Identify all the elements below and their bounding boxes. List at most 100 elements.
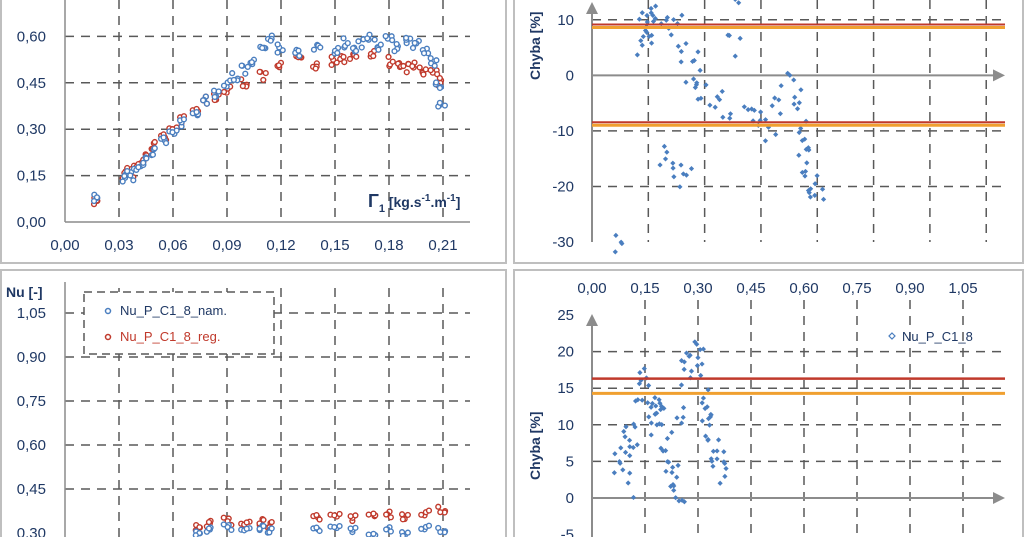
point-error <box>796 152 802 158</box>
point-error <box>751 107 757 113</box>
point-error <box>712 104 718 110</box>
point-error <box>798 87 804 93</box>
limit-lines-top-right <box>592 23 1005 127</box>
point-nam <box>409 44 417 52</box>
point-error <box>732 53 738 59</box>
point-nam <box>364 35 371 42</box>
point-error <box>707 414 714 420</box>
point-error <box>727 115 733 121</box>
point-nam <box>135 164 142 171</box>
point-reg <box>436 74 443 82</box>
point-error <box>627 444 633 450</box>
point-reg <box>347 513 354 520</box>
gamma-symbol: Γ <box>368 191 379 211</box>
point-error <box>807 194 814 200</box>
point-error <box>777 111 783 117</box>
x-unit-part-3: ] <box>456 194 461 210</box>
point-nam <box>382 33 389 40</box>
x-tick-label: 0,60 <box>789 280 818 297</box>
point-nam <box>121 172 128 180</box>
point-nam <box>140 159 147 166</box>
point-error <box>714 456 720 462</box>
point-error <box>644 12 650 19</box>
point-error <box>657 162 663 168</box>
point-error <box>733 0 738 2</box>
point-nam <box>418 525 425 532</box>
point-error <box>664 459 671 465</box>
y-axis-arrow-head <box>586 2 598 14</box>
point-error <box>656 397 662 403</box>
legend-label-nam: Nu_P_C1_8_nam. <box>120 303 227 318</box>
point-error <box>776 97 782 103</box>
point-error <box>677 184 683 190</box>
y-tick-label: 5 <box>566 453 574 470</box>
point-error <box>635 397 641 403</box>
point-error <box>716 97 723 103</box>
point-error <box>623 424 629 430</box>
point-nam <box>433 57 440 64</box>
point-error <box>808 186 814 192</box>
point-nam <box>433 79 440 86</box>
point-error <box>652 15 658 22</box>
point-reg <box>256 68 263 75</box>
point-reg <box>400 62 407 70</box>
y-tick-label: 20 <box>557 344 574 361</box>
y-tick-label: 0,00 <box>17 214 46 231</box>
point-nam <box>403 34 410 42</box>
point-nam <box>375 46 382 53</box>
point-error <box>658 445 664 451</box>
point-nam <box>437 528 444 536</box>
point-error <box>632 424 638 430</box>
point-reg <box>340 53 347 60</box>
point-error <box>741 104 747 110</box>
point-error <box>690 76 697 82</box>
point-error <box>674 415 680 421</box>
y-tick-label: 15 <box>557 380 574 397</box>
point-nam <box>420 50 428 57</box>
x-axis-arrow-head <box>993 69 1005 82</box>
point-reg <box>220 88 228 96</box>
point-error <box>653 403 659 409</box>
point-nam <box>431 62 438 69</box>
point-error <box>820 196 827 202</box>
point-reg <box>268 518 275 526</box>
point-nam <box>180 116 188 123</box>
point-error <box>749 106 755 112</box>
x-tick-label: 0,00 <box>577 280 606 297</box>
point-error <box>648 40 655 46</box>
y-tick-label: 0,30 <box>17 121 46 138</box>
point-error <box>680 414 686 420</box>
point-error <box>612 249 618 255</box>
point-reg <box>275 62 282 69</box>
point-error <box>639 397 645 403</box>
point-error <box>639 42 645 48</box>
point-error <box>814 173 820 179</box>
point-error <box>637 369 643 376</box>
point-error <box>648 5 654 12</box>
point-error <box>669 469 675 476</box>
point-nam <box>242 70 249 77</box>
point-error <box>639 10 645 16</box>
point-error <box>654 422 660 428</box>
point-nam <box>334 49 341 57</box>
point-reg <box>370 52 377 60</box>
point-reg <box>336 510 343 518</box>
point-reg <box>385 53 392 61</box>
point-error <box>641 365 647 372</box>
point-nam <box>336 522 343 530</box>
point-error <box>626 437 633 443</box>
point-error <box>680 404 687 411</box>
point-error <box>681 359 687 365</box>
point-error <box>683 40 689 47</box>
point-error <box>622 449 629 456</box>
y-tick-label: -5 <box>561 527 574 537</box>
points-bottom-left <box>192 503 449 537</box>
point-reg <box>239 83 246 90</box>
point-error <box>661 405 667 411</box>
point-error <box>698 372 704 379</box>
point-error <box>661 143 667 149</box>
point-error <box>804 160 810 166</box>
panel-frame-bottom-right <box>513 269 1024 537</box>
point-error <box>668 483 674 489</box>
